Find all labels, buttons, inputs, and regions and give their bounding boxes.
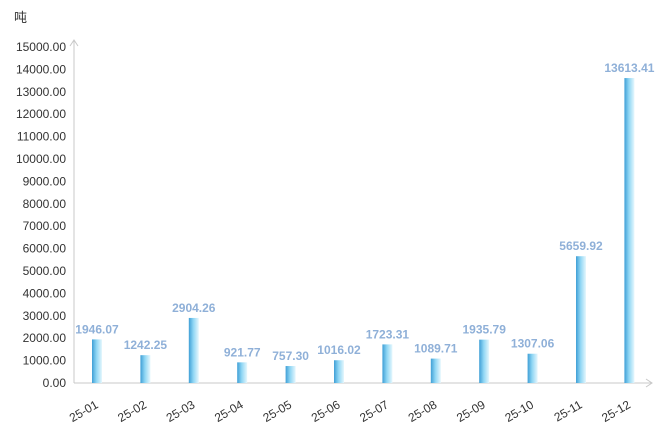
- x-tick-label: 25-02: [115, 397, 149, 425]
- data-label: 1723.31: [366, 327, 410, 341]
- bar: [430, 358, 441, 383]
- bar: [624, 78, 635, 383]
- data-label: 1946.07: [75, 322, 119, 336]
- bar: [576, 256, 586, 383]
- bar: [92, 339, 102, 383]
- y-tick-label: 11000.00: [17, 130, 66, 144]
- y-tick-label: 7000.00: [23, 219, 67, 233]
- bar: [188, 317, 199, 383]
- data-labels: 1946.07 1242.25 2904.26 921.77 757.30 1016.02…: [75, 61, 654, 363]
- axes: [69, 39, 653, 388]
- y-tick-label: 3000.00: [23, 309, 67, 323]
- data-label: 1016.02: [317, 343, 361, 357]
- y-tick-label: 1000.00: [23, 354, 67, 368]
- x-tick-label: 25-01: [67, 397, 101, 425]
- data-label: 2904.26: [172, 301, 216, 315]
- x-tick-label: 25-06: [309, 397, 343, 425]
- x-tick-label: 25-10: [503, 397, 537, 425]
- x-tick-label: 25-05: [261, 397, 295, 425]
- bar: [237, 362, 248, 383]
- bar: [140, 355, 151, 383]
- y-tick-labels: 0.00 1000.00 2000.00 3000.00 4000.00 5000.00 6…: [16, 40, 66, 390]
- data-label: 1242.25: [124, 338, 168, 352]
- y-tick-label: 5000.00: [23, 264, 67, 278]
- y-axis-arrow: [69, 39, 79, 47]
- bars: [92, 78, 635, 383]
- data-label: 1307.06: [511, 337, 555, 351]
- data-label: 921.77: [224, 345, 261, 359]
- bar: [382, 344, 393, 383]
- bar: [285, 366, 296, 383]
- y-unit-label: 吨: [14, 10, 27, 25]
- bar: [334, 360, 344, 383]
- x-tick-label: 25-07: [357, 397, 391, 425]
- data-label: 1935.79: [463, 323, 507, 337]
- y-tick-label: 4000.00: [23, 286, 67, 300]
- x-tick-label: 25-08: [406, 397, 440, 425]
- y-tick-label: 9000.00: [23, 174, 67, 188]
- x-tick-label: 25-12: [599, 397, 633, 425]
- y-tick-label: 13000.00: [16, 85, 66, 99]
- data-label: 757.30: [272, 349, 309, 363]
- x-axis-arrow: [645, 378, 653, 388]
- x-tick-label: 25-11: [552, 397, 585, 424]
- y-tick-label: 14000.00: [16, 62, 66, 76]
- y-tick-label: 15000.00: [16, 40, 66, 54]
- bar: [527, 353, 538, 383]
- y-tick-label: 2000.00: [23, 331, 67, 345]
- x-tick-label: 25-04: [212, 397, 246, 425]
- bar: [479, 339, 490, 383]
- y-tick-label: 0.00: [43, 376, 67, 390]
- x-tick-labels: 25-01 25-02 25-03 25-04 25-05 25-06 25-07 25-08…: [67, 397, 633, 425]
- x-tick-label: 25-09: [454, 397, 488, 425]
- data-label: 1089.71: [414, 342, 458, 356]
- y-tick-label: 8000.00: [23, 197, 67, 211]
- y-tick-label: 12000.00: [16, 107, 66, 121]
- data-label: 5659.92: [559, 239, 603, 253]
- x-tick-label: 25-03: [164, 397, 198, 425]
- data-label: 13613.41: [604, 61, 654, 75]
- y-tick-label: 10000.00: [16, 152, 66, 166]
- y-tick-label: 6000.00: [23, 242, 67, 256]
